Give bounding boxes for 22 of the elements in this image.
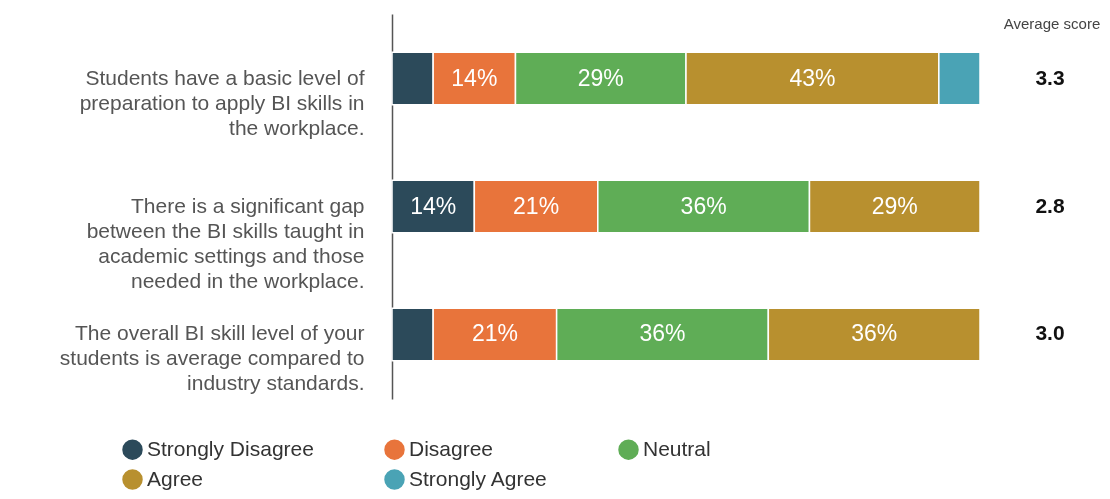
text: Average score: [1003, 15, 1101, 32]
data-label: 29%: [871, 192, 918, 219]
y-tick-label: There is a significant gap between the BI skills taught in academic settings and those needed in the workplace.: [86, 193, 365, 292]
legend-label: Strongly Agree: [409, 466, 547, 490]
y-tick-label: Students have a basic level of preparation to apply BI skills in the workplace.: [79, 65, 365, 139]
data-label: 21%: [513, 192, 560, 219]
text: 3.0: [1035, 321, 1065, 345]
data-label: 14%: [451, 64, 498, 91]
data-label: 14%: [410, 192, 457, 219]
y-tick-label: The overall BI skill level of your students is average compared to industry standards.: [59, 321, 365, 395]
text: 2.8: [1035, 193, 1065, 217]
legend-label: Neutral: [643, 436, 711, 460]
legend-label: Strongly Disagree: [147, 436, 314, 460]
data-label: 36%: [680, 192, 727, 219]
legend-label: Disagree: [409, 436, 494, 460]
data-label: 21%: [471, 320, 518, 347]
text: 3.3: [1035, 65, 1065, 89]
legend-label: Agree: [147, 466, 204, 490]
data-label: 36%: [639, 320, 686, 347]
data-label: 29%: [577, 64, 624, 91]
data-label: 43%: [789, 64, 836, 91]
data-label: 36%: [851, 320, 898, 347]
